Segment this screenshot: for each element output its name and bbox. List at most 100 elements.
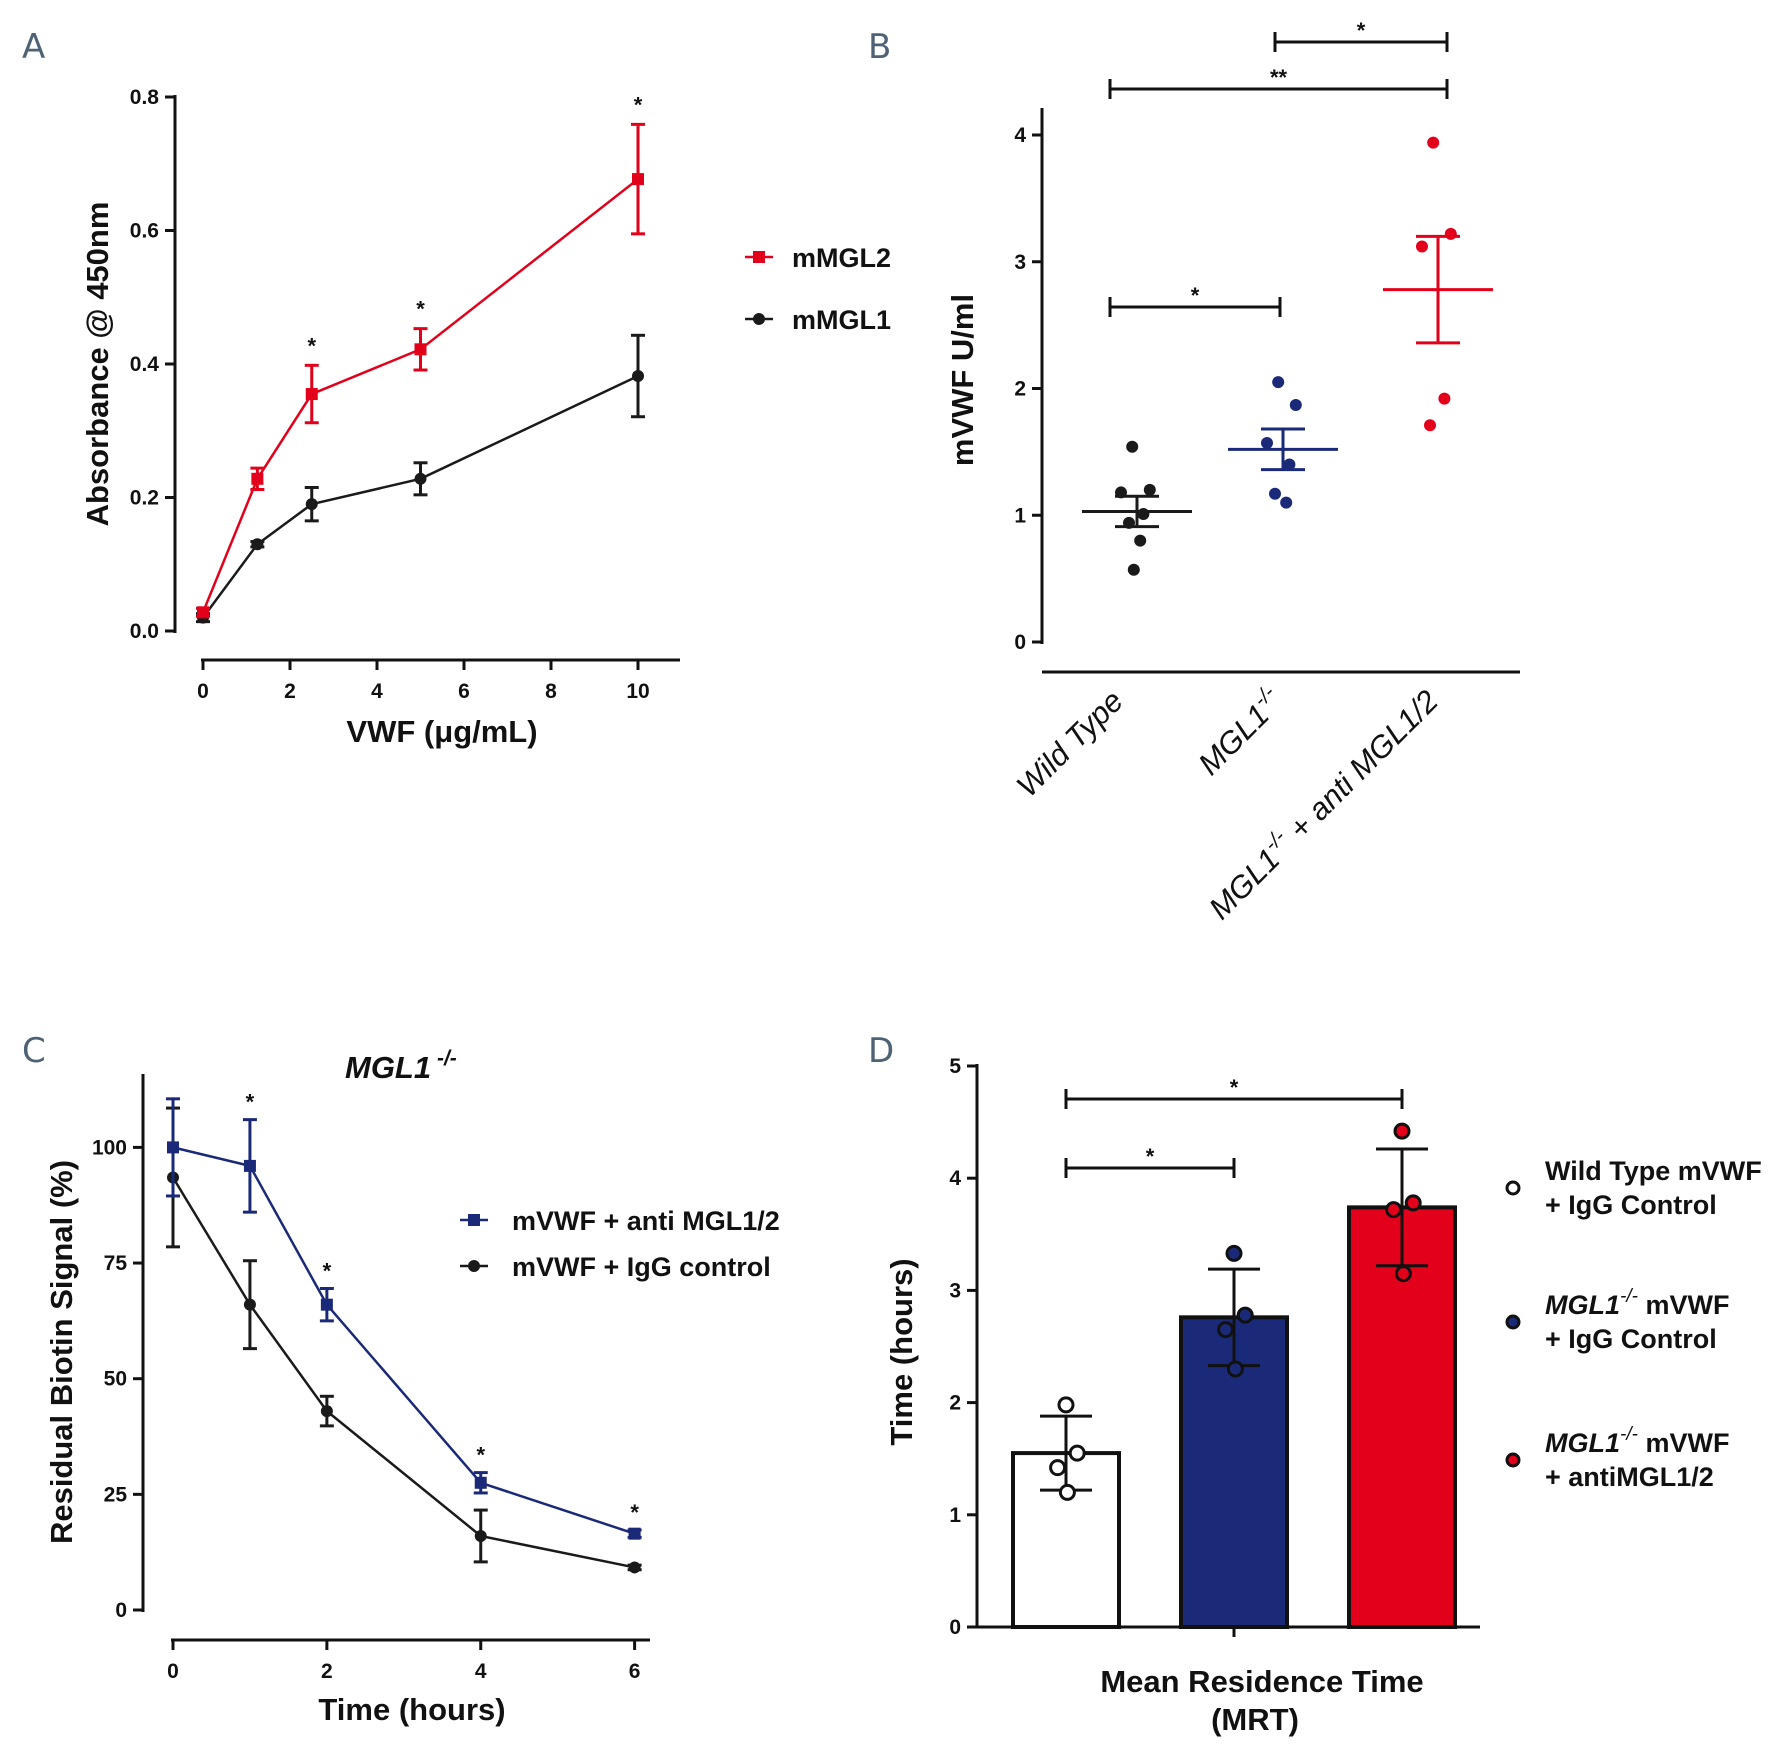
data-point-c bbox=[243, 1298, 256, 1311]
y-tick-label-d: 2 bbox=[949, 1392, 961, 1415]
legend-italic: MGL1 bbox=[1545, 1428, 1620, 1458]
significance-star: * bbox=[323, 1258, 332, 1283]
data-point-b bbox=[1143, 483, 1156, 496]
legend-superscript: -/- bbox=[1620, 1286, 1638, 1307]
y-tick-label-a: 0.8 bbox=[130, 86, 160, 109]
significance-star: * bbox=[1191, 283, 1200, 308]
title-superscript: -/- bbox=[431, 1047, 457, 1070]
legend-line2-d: + IgG Control bbox=[1545, 1324, 1717, 1354]
y-tick-label-d: 4 bbox=[949, 1167, 961, 1190]
legend-text: mVWF bbox=[1638, 1428, 1730, 1458]
category-label-b: Wild Type bbox=[1010, 683, 1130, 803]
y-tick-label-a: 0.2 bbox=[130, 487, 159, 510]
data-point-d bbox=[1404, 1194, 1422, 1212]
data-point-mMGL2 bbox=[414, 343, 427, 356]
data-point-b bbox=[1137, 507, 1150, 520]
bar-d bbox=[1011, 1451, 1121, 1629]
data-point-c bbox=[320, 1405, 333, 1418]
data-point-b bbox=[1126, 440, 1139, 453]
y-axis-label-d: Time (hours) bbox=[884, 1258, 919, 1445]
legend-label: mVWF + anti MGL1/2 bbox=[512, 1206, 780, 1236]
data-point-c bbox=[243, 1159, 256, 1172]
data-point-c bbox=[628, 1527, 641, 1540]
panel-a-chart: 0.0 0.2 0.4 0.6 0.8 0 2 4 6 8 10 VWF (μg/mL) Absorba… bbox=[80, 86, 891, 749]
bar-d bbox=[1347, 1205, 1457, 1629]
x-tick-label-a: 2 bbox=[284, 680, 296, 703]
data-point-b bbox=[1272, 376, 1285, 389]
x-tick-label-c: 0 bbox=[167, 1660, 179, 1683]
title-text: MGL1 bbox=[345, 1050, 431, 1085]
significance-star: * bbox=[1146, 1144, 1155, 1169]
y-tick-label-b: 0 bbox=[1014, 631, 1026, 654]
data-point-b bbox=[1427, 136, 1440, 149]
data-point-b bbox=[1416, 240, 1428, 253]
series-line-mMGL1 bbox=[201, 374, 639, 619]
y-tick-label-d: 3 bbox=[949, 1279, 961, 1302]
data-point-d bbox=[1236, 1306, 1254, 1324]
significance-star: * bbox=[630, 1500, 639, 1525]
data-point-b bbox=[1115, 486, 1127, 499]
category-text: + anti MGL1/2 bbox=[1276, 683, 1445, 852]
data-point-c bbox=[628, 1561, 641, 1574]
legend-line1-d: MGL1-/- mVWF bbox=[1545, 1286, 1729, 1320]
x-tick-label-c: 4 bbox=[475, 1660, 487, 1683]
legend-line1-d: Wild Type mVWF bbox=[1545, 1156, 1762, 1186]
x-axis-label-d-line2: (MRT) bbox=[1211, 1702, 1299, 1737]
data-point-d bbox=[1068, 1444, 1086, 1462]
legend-line2-d: + IgG Control bbox=[1545, 1190, 1717, 1220]
y-tick-label-a: 0.4 bbox=[130, 353, 160, 376]
data-point-d bbox=[1226, 1360, 1244, 1378]
data-point-d bbox=[1217, 1321, 1235, 1339]
y-tick-label-d: 5 bbox=[949, 1055, 961, 1078]
data-point-mMGL1 bbox=[414, 472, 427, 485]
data-point-mMGL2 bbox=[251, 472, 264, 485]
significance-star: * bbox=[476, 1443, 485, 1468]
legend-line1-d: MGL1-/- mVWF bbox=[1545, 1424, 1729, 1458]
data-point-mMGL1 bbox=[632, 370, 644, 383]
significance-star: * bbox=[246, 1090, 255, 1115]
data-point-b bbox=[1261, 437, 1273, 450]
data-point-d bbox=[1385, 1201, 1403, 1219]
y-tick-label-c: 75 bbox=[104, 1252, 128, 1275]
data-point-c bbox=[167, 1141, 179, 1154]
x-tick-label-c: 2 bbox=[321, 1660, 333, 1683]
data-point-b bbox=[1283, 458, 1296, 471]
legend-line2-d: + antiMGL1/2 bbox=[1545, 1462, 1714, 1492]
x-tick-label-a: 8 bbox=[545, 680, 557, 703]
series-line-mMGL2 bbox=[201, 178, 639, 613]
legend-marker-d bbox=[1505, 1180, 1521, 1196]
x-tick-label-a: 0 bbox=[197, 680, 209, 703]
data-point-mMGL2 bbox=[632, 173, 644, 186]
y-tick-label-a: 0.6 bbox=[130, 220, 159, 243]
y-axis-label-b: mVWF U/ml bbox=[945, 294, 980, 466]
panel-letter-a: A bbox=[22, 27, 45, 67]
data-point-c bbox=[474, 1529, 487, 1542]
data-point-d bbox=[1058, 1483, 1076, 1501]
legend-marker bbox=[468, 1214, 480, 1226]
panel-letter-d: D bbox=[868, 1031, 894, 1071]
x-axis-label-a: VWF (μg/mL) bbox=[346, 714, 537, 749]
significance-star: * bbox=[307, 333, 316, 358]
data-point-b bbox=[1438, 392, 1451, 405]
y-tick-label-c: 50 bbox=[104, 1368, 127, 1391]
legend-italic: MGL1 bbox=[1545, 1290, 1620, 1320]
data-point-d bbox=[1225, 1244, 1243, 1262]
panel-letter-b: B bbox=[868, 27, 891, 67]
legend-marker-d bbox=[1505, 1314, 1521, 1330]
y-tick-label-c: 100 bbox=[92, 1136, 127, 1159]
legend-label: mMGL2 bbox=[792, 243, 891, 273]
data-point-d bbox=[1049, 1459, 1067, 1477]
y-axis-label-c: Residual Biotin Signal (%) bbox=[44, 1160, 79, 1544]
significance-star: * bbox=[1357, 18, 1366, 43]
significance-star: ** bbox=[1270, 65, 1288, 90]
data-point-mMGL2 bbox=[197, 606, 209, 619]
panel-d-chart: 0 1 2 3 4 5 Time (hours) Mean Residence Time(MR… bbox=[884, 1055, 1762, 1737]
legend-text: mVWF bbox=[1638, 1290, 1730, 1320]
significance-star: * bbox=[1230, 1075, 1239, 1100]
data-point-d bbox=[1057, 1396, 1075, 1414]
y-tick-label-c: 25 bbox=[104, 1483, 128, 1506]
panel-c-chart: 0 25 50 75 100 0 2 4 6 Time (hours) Residual Bioti… bbox=[44, 1047, 780, 1727]
x-tick-label-c: 6 bbox=[629, 1660, 641, 1683]
data-point-b bbox=[1444, 227, 1457, 240]
